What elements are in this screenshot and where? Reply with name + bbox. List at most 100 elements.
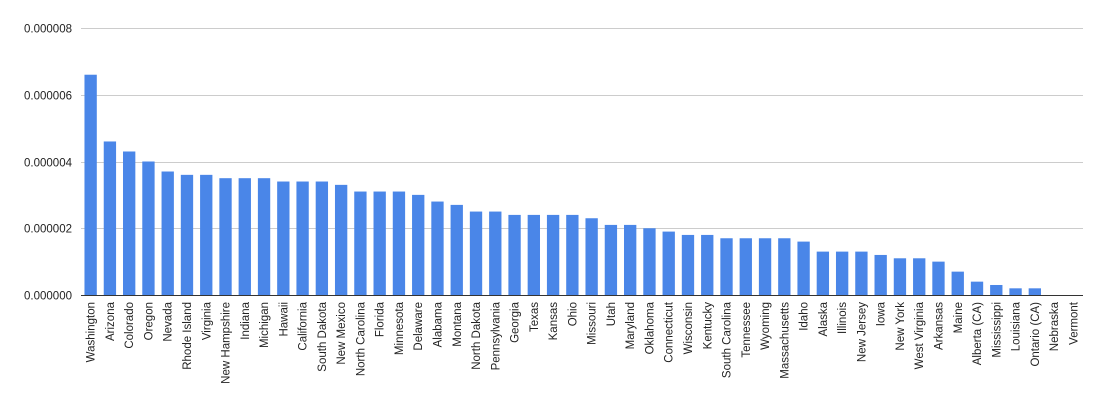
bar [566,214,579,295]
x-tick-label: Alberta (CA) [972,302,984,365]
bar [180,174,194,295]
x-tick-label: South Carolina [722,301,734,378]
x-tick-label: Louisiana [1011,301,1023,351]
x-tick-label: Illinois [837,302,849,334]
bar [334,184,348,295]
bar [546,214,560,295]
bar [392,191,406,295]
y-tick-label: 0.000008 [24,24,72,36]
x-tick-label: Georgia [510,301,522,343]
bar [720,238,733,295]
bar [913,258,926,295]
x-axis-tick-labels: Washington Arizona Colorado Oregon Nevada Rho… [86,301,1081,384]
bar [1028,288,1041,295]
bar [527,214,540,295]
x-tick-label: Colorado [124,302,136,349]
x-tick-label: North Carolina [355,301,367,376]
x-tick-label: Mississippi [991,302,1003,358]
bar [123,151,136,295]
x-tick-label: Rhode Island [182,302,194,370]
bar [874,254,887,295]
x-tick-label: Texas [529,302,541,332]
bar [354,191,367,295]
x-tick-label: Oregon [143,302,155,340]
bar [604,224,618,295]
bar [431,201,444,295]
x-tick-label: New Mexico [336,302,348,365]
x-tick-label: Ohio [567,302,579,326]
x-tick-label: Oklahoma [644,301,656,354]
bar [893,258,907,295]
bar [373,191,386,295]
x-tick-label: California [298,301,310,350]
x-tick-label: Utah [606,302,618,326]
bar [257,178,271,295]
bar [469,211,483,295]
bar [643,228,656,295]
y-tick-label: 0.000000 [24,291,72,303]
x-tick-label: Michigan [259,302,271,348]
x-tick-label: Pennsylvania [490,301,502,370]
x-tick-label: New Jersey [856,302,868,362]
x-tick-label: Vermont [1068,301,1080,345]
x-tick-label: Maryland [625,302,637,349]
bar [103,141,117,295]
bar [797,241,810,295]
x-tick-label: Kentucky [702,302,714,350]
bar [315,181,329,295]
bar [778,238,791,295]
x-tick-label: Massachusetts [779,302,791,379]
x-tick-label: Hawaii [278,302,290,337]
bar [739,238,752,295]
bar [701,234,714,295]
bar [142,161,155,295]
x-tick-label: Ontario (CA) [1030,302,1042,367]
bar [835,251,849,295]
bar [219,178,232,295]
y-axis-tick-labels: 0.000000 0.000002 0.000004 0.000006 0.000008 [24,24,73,303]
bar [951,271,964,295]
x-tick-label: Washington [86,302,98,362]
bar [585,218,598,295]
x-tick-label: Arizona [105,301,117,341]
x-tick-label: Arkansas [933,302,945,350]
x-tick-label: New Hampshire [221,302,233,384]
bars [84,74,1041,296]
bar [84,74,97,295]
x-tick-label: Idaho [799,302,811,331]
bar [489,211,502,295]
bar [277,181,290,295]
x-tick-label: Wyoming [760,302,772,350]
bar [508,214,521,295]
bar [238,178,251,295]
x-tick-label: South Dakota [317,301,329,371]
bar [450,204,463,295]
bar [1009,288,1022,295]
bar [855,251,868,295]
bar [816,251,830,295]
x-tick-label: Indiana [240,301,252,339]
y-tick-label: 0.000004 [24,158,73,170]
x-tick-label: Delaware [413,302,425,351]
x-tick-label: Virginia [201,301,213,340]
x-tick-label: Connecticut [664,301,676,363]
bar [200,174,213,295]
x-tick-label: Maine [953,302,965,333]
x-tick-label: Kansas [548,302,560,341]
bar [681,234,695,295]
x-tick-label: Montana [452,301,464,346]
x-tick-label: Alaska [818,301,830,336]
x-tick-label: North Dakota [471,301,483,369]
x-tick-label: Missouri [587,302,599,345]
x-tick-label: New York [895,302,907,351]
x-tick-label: Florida [375,301,387,337]
y-tick-label: 0.000002 [24,224,72,236]
gridlines [81,28,1083,229]
bar [970,281,984,295]
bar [932,261,945,296]
bar [662,231,675,295]
x-tick-label: Iowa [876,301,888,326]
x-tick-label: Wisconsin [683,302,695,354]
x-tick-label: West Virginia [914,301,926,369]
